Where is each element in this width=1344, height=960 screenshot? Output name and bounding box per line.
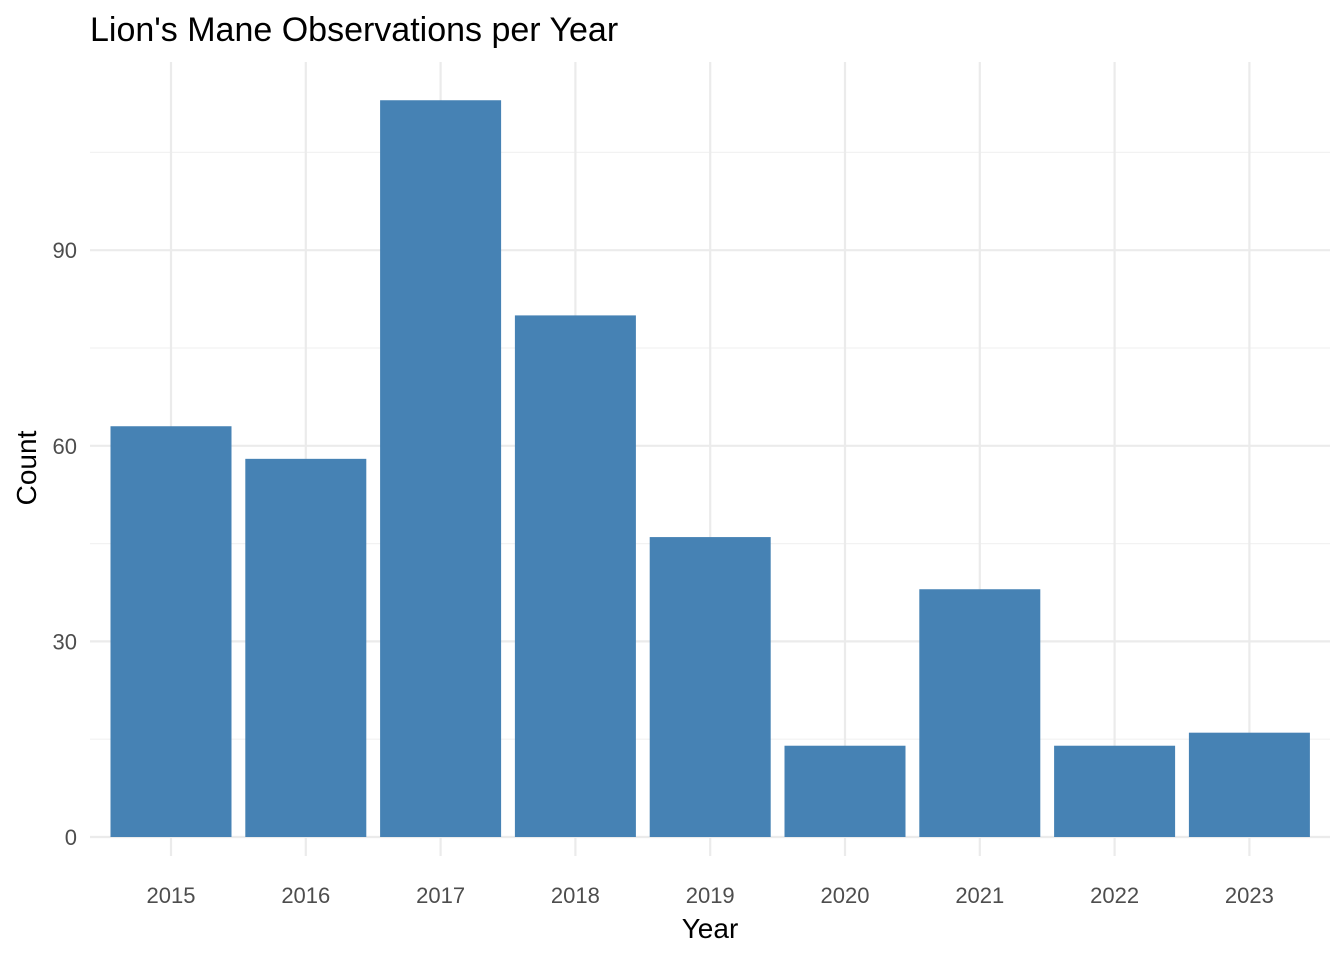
bar-2021: [919, 589, 1041, 837]
y-tick-label: 90: [53, 238, 77, 263]
x-axis-title: Year: [682, 913, 739, 944]
x-tick-label: 2017: [416, 883, 465, 908]
x-tick-label: 2022: [1090, 883, 1139, 908]
x-tick-label: 2019: [686, 883, 735, 908]
x-tick-label: 2018: [551, 883, 600, 908]
bar-2022: [1054, 745, 1176, 837]
x-tick-label: 2020: [821, 883, 870, 908]
bar-2017: [380, 100, 502, 838]
x-tick-label: 2016: [281, 883, 330, 908]
x-axis-ticks: 2015 2016 2017 2018 2019 2020 2021 2022 2023: [147, 883, 1274, 908]
y-axis-ticks: 0 30 60 90: [53, 238, 77, 850]
bar-2018: [514, 315, 636, 837]
x-tick-label: 2021: [955, 883, 1004, 908]
bar-2023: [1188, 732, 1310, 837]
x-tick-label: 2023: [1225, 883, 1274, 908]
bars-layer: [110, 100, 1310, 838]
y-axis-title: Count: [11, 430, 42, 505]
bar-2020: [784, 745, 906, 837]
y-tick-label: 0: [65, 825, 77, 850]
x-tick-label: 2015: [147, 883, 196, 908]
chart-title: Lion's Mane Observations per Year: [90, 11, 618, 49]
bar-2019: [649, 537, 771, 837]
y-tick-label: 30: [53, 629, 77, 654]
bar-2016: [245, 458, 367, 837]
y-tick-label: 60: [53, 434, 77, 459]
bar-2015: [110, 426, 232, 837]
